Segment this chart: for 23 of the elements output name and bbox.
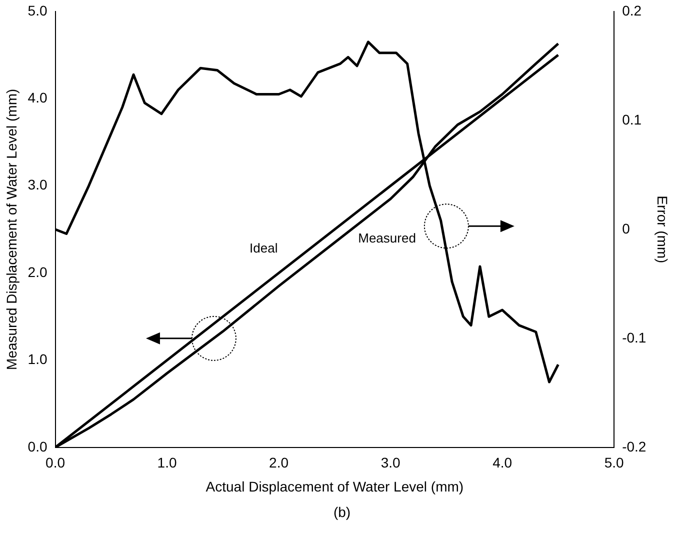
y2-tick-label: 0.1 — [622, 111, 642, 128]
y-tick-label: 1.0 — [28, 351, 48, 368]
y2-tick-label: -0.2 — [622, 438, 646, 454]
x-axis-title: Actual Displacement of Water Level (mm) — [206, 478, 464, 494]
x-tick-label: 0.0 — [46, 454, 66, 471]
x-tick-label: 2.0 — [269, 454, 289, 471]
y-tick-label: 0.0 — [28, 438, 48, 454]
y-tick-label: 5.0 — [28, 2, 48, 18]
y-tick-label: 3.0 — [28, 176, 48, 193]
series-label: Measured — [358, 230, 416, 246]
y2-tick-label: 0.2 — [622, 2, 642, 18]
x-tick-label: 1.0 — [157, 454, 177, 471]
y-tick-label: 2.0 — [28, 264, 48, 280]
x-tick-label: 4.0 — [492, 454, 512, 471]
y-axis-title: Measured Displacement of Water Level (mm) — [3, 88, 20, 370]
y2-tick-label: -0.1 — [622, 329, 646, 346]
x-tick-label: 5.0 — [604, 454, 624, 471]
y-tick-label: 4.0 — [28, 89, 48, 106]
y2-tick-label: 0 — [622, 220, 630, 236]
x-tick-label: 3.0 — [380, 454, 400, 471]
text: (b) — [332, 504, 352, 520]
series-label: Ideal — [250, 240, 278, 256]
y2-axis-title: Error (mm) — [654, 196, 671, 264]
